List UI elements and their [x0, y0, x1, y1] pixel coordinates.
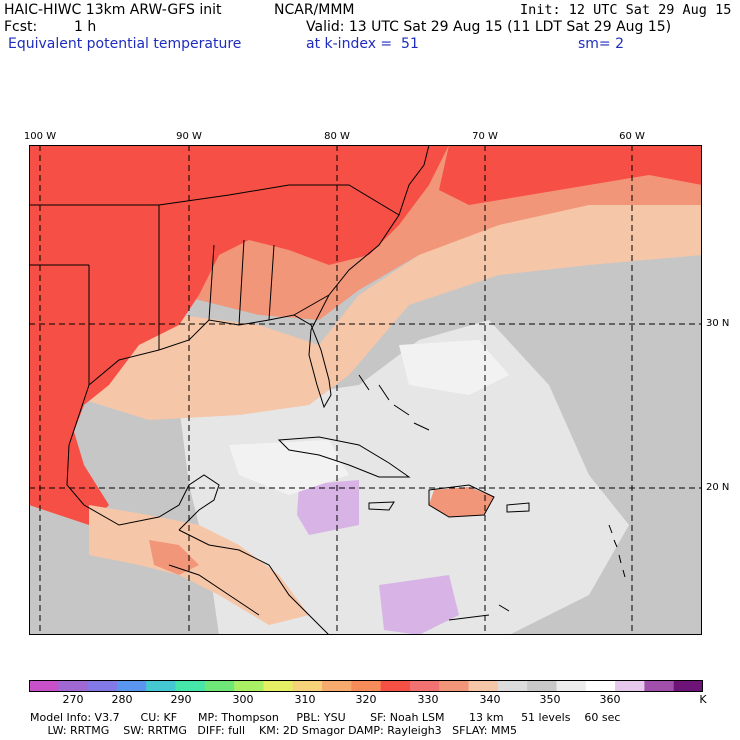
forecast-label: Fcst: — [4, 19, 38, 35]
colorbar-swatch — [351, 680, 382, 692]
coastlines — [29, 145, 626, 635]
colorbar-swatch — [29, 680, 59, 692]
colorbar-swatch — [204, 680, 235, 692]
cb-tick-320: 320 — [355, 693, 377, 706]
lon-label-90w: 90 W — [176, 131, 202, 142]
colorbar-swatch — [146, 680, 177, 692]
field-lavender-1 — [297, 480, 359, 535]
colorbar-swatch — [322, 680, 352, 692]
field-salmon-hispaniola — [429, 487, 494, 517]
colorbar-swatch — [527, 680, 557, 692]
field-red-mexico — [29, 395, 109, 525]
colorbar-swatch — [87, 680, 118, 692]
forecast-value: 1 h — [74, 19, 97, 35]
model-info-line1: Model Info: V3.7 CU: KF MP: Thompson PBL… — [30, 711, 621, 724]
colorbar-swatch — [175, 680, 206, 692]
cb-tick-300: 300 — [232, 693, 254, 706]
colorbar — [29, 680, 703, 692]
cb-tick-360: 360 — [599, 693, 621, 706]
org-label: NCAR/MMM — [274, 2, 355, 18]
lat-label-20n: 20 N — [706, 482, 730, 493]
field-white-2 — [229, 440, 349, 495]
colorbar-swatch — [380, 680, 411, 692]
level-label: at k-index = 51 — [306, 36, 419, 52]
colorbar-frame — [29, 680, 703, 692]
colorbar-swatch — [615, 680, 645, 692]
theta-e-map — [29, 145, 702, 635]
colorbar-swatch — [556, 680, 587, 692]
init-time: Init: 12 UTC Sat 29 Aug 15 — [520, 2, 732, 18]
colorbar-swatch — [673, 680, 703, 692]
valid-time: Valid: 13 UTC Sat 29 Aug 15 (11 LDT Sat … — [306, 19, 672, 35]
field-name: Equivalent potential temperature — [8, 36, 242, 52]
lon-label-80w: 80 W — [324, 131, 350, 142]
colorbar-swatch — [439, 680, 470, 692]
lat-label-30n: 30 N — [706, 318, 730, 329]
model-title: HAIC-HIWC 13km ARW-GFS init — [4, 2, 222, 18]
cb-tick-350: 350 — [539, 693, 561, 706]
field-lavender-2 — [379, 575, 459, 635]
grid-lines — [29, 145, 702, 635]
colorbar-swatch — [234, 680, 264, 692]
cb-tick-290: 290 — [170, 693, 192, 706]
colorbar-swatch — [263, 680, 294, 692]
cb-tick-270: 270 — [62, 693, 84, 706]
cb-unit: K — [699, 693, 707, 706]
colorbar-swatch — [116, 680, 147, 692]
lon-label-60w: 60 W — [619, 131, 645, 142]
colorbar-swatch — [585, 680, 616, 692]
cb-tick-330: 330 — [417, 693, 439, 706]
colorbar-swatch — [468, 680, 499, 692]
colorbar-swatch — [58, 680, 89, 692]
cb-tick-340: 340 — [479, 693, 501, 706]
lon-label-70w: 70 W — [472, 131, 498, 142]
field-white-1 — [399, 340, 509, 395]
map-frame — [29, 145, 702, 635]
field-salmon-centralamerica — [149, 540, 199, 575]
colorbar-swatch — [497, 680, 528, 692]
model-info-line2: LW: RRTMG SW: RRTMG DIFF: full KM: 2D Sm… — [30, 724, 517, 737]
smoothing-label: sm= 2 — [578, 36, 625, 52]
field-red-atlantic — [439, 145, 702, 205]
colorbar-swatch — [409, 680, 440, 692]
cb-tick-280: 280 — [111, 693, 133, 706]
field-red-us — [29, 145, 449, 445]
cb-tick-310: 310 — [294, 693, 316, 706]
colorbar-swatch — [644, 680, 675, 692]
field-peach — [29, 190, 702, 420]
lon-label-100w: 100 W — [23, 131, 57, 142]
colorbar-swatch — [292, 680, 323, 692]
